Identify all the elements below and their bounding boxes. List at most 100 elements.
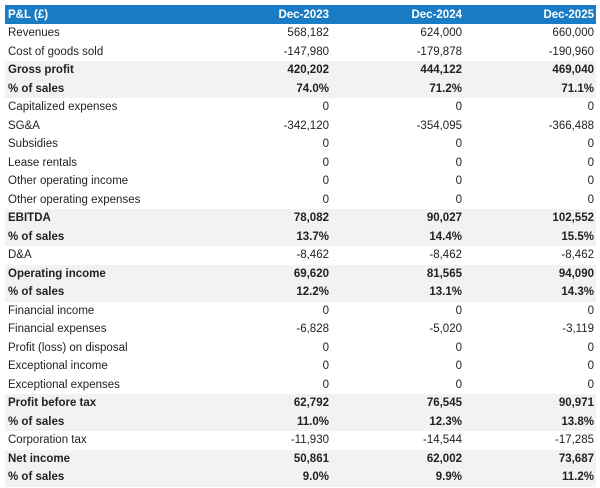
cell-value: 62,002: [426, 452, 462, 465]
cell-value: 660,000: [552, 27, 594, 40]
cell-value: 0: [455, 101, 462, 114]
table-row: Operating income 69,620 81,565 94,090: [5, 264, 596, 283]
cell-value: 469,040: [552, 64, 594, 77]
cell-value: 568,182: [287, 27, 329, 40]
cell-value: 0: [322, 304, 329, 317]
cell-value: -14,544: [422, 434, 462, 447]
cell-value: 0: [322, 378, 329, 391]
cell-value: 0: [322, 156, 329, 169]
cell-value: 0: [587, 138, 594, 151]
cell-value: 0: [322, 101, 329, 114]
table-row: Exceptional expenses 0 0 0: [5, 376, 596, 395]
cell-value: 13.7%: [296, 230, 329, 243]
cell-value: 69,620: [293, 267, 329, 280]
row-label: Operating income: [8, 267, 106, 280]
table-row: % of sales 13.7% 14.4% 15.5%: [5, 227, 596, 246]
cell-value: 0: [587, 175, 594, 188]
table-row: Financial income 0 0 0: [5, 302, 596, 321]
table-row: EBITDA 78,082 90,027 102,552: [5, 209, 596, 228]
cell-value: 9.9%: [435, 471, 462, 484]
cell-value: 9.0%: [302, 471, 329, 484]
table-row: Net income 50,861 62,002 73,687: [5, 449, 596, 468]
row-label: Capitalized expenses: [8, 101, 118, 114]
row-label: Profit (loss) on disposal: [8, 341, 128, 354]
cell-value: -17,285: [554, 434, 594, 447]
cell-value: 12.3%: [429, 415, 462, 428]
row-label: % of sales: [8, 82, 65, 95]
cell-value: -147,980: [283, 45, 329, 58]
cell-value: 0: [322, 175, 329, 188]
cell-value: 0: [455, 193, 462, 206]
cell-value: 0: [455, 175, 462, 188]
table-row: Profit before tax 62,792 76,545 90,971: [5, 394, 596, 413]
cell-value: 0: [587, 193, 594, 206]
cell-value: 0: [587, 360, 594, 373]
cell-value: 14.4%: [429, 230, 462, 243]
cell-value: 90,971: [558, 397, 594, 410]
cell-value: 0: [322, 138, 329, 151]
cell-value: -8,462: [429, 249, 462, 262]
row-label: Other operating expenses: [8, 193, 141, 206]
cell-value: -354,095: [416, 119, 462, 132]
table-title: P&L (£): [8, 8, 49, 21]
row-label: Profit before tax: [8, 397, 97, 410]
row-label: % of sales: [8, 415, 65, 428]
cell-value: 73,687: [558, 452, 594, 465]
table-row: Subsidies 0 0 0: [5, 135, 596, 154]
cell-value: 78,082: [293, 212, 329, 225]
row-label: Financial expenses: [8, 323, 107, 336]
cell-value: -3,119: [562, 323, 594, 336]
table-row: Cost of goods sold -147,980 -179,878 -190,9…: [5, 43, 596, 62]
table-row: Capitalized expenses 0 0 0: [5, 98, 596, 117]
cell-value: 0: [322, 360, 329, 373]
cell-value: 13.1%: [429, 286, 462, 299]
cell-value: 0: [322, 341, 329, 354]
row-label: Subsidies: [8, 138, 58, 151]
table-row: % of sales 74.0% 71.2% 71.1%: [5, 79, 596, 98]
cell-value: 50,861: [293, 452, 329, 465]
table-row: % of sales 12.2% 13.1% 14.3%: [5, 283, 596, 302]
row-label: Net income: [8, 452, 70, 465]
cell-value: -8,462: [561, 249, 594, 262]
cell-value: 0: [322, 193, 329, 206]
cell-value: 0: [587, 378, 594, 391]
cell-value: 444,122: [420, 64, 462, 77]
cell-value: 624,000: [420, 27, 462, 40]
cell-value: -8,462: [296, 249, 329, 262]
table-row: Financial expenses -6,828 -5,020 -3,119: [5, 320, 596, 339]
row-label: % of sales: [8, 471, 65, 484]
table-header-row: P&L (£) Dec-2023 Dec-2024 Dec-2025: [5, 5, 596, 24]
cell-value: -11,930: [290, 434, 329, 447]
cell-value: 81,565: [426, 267, 462, 280]
row-label: % of sales: [8, 286, 65, 299]
row-label: % of sales: [8, 230, 65, 243]
row-label: Cost of goods sold: [8, 45, 104, 58]
row-label: Lease rentals: [8, 156, 78, 169]
cell-value: -6,828: [296, 323, 329, 336]
cell-value: 0: [455, 360, 462, 373]
table-row: % of sales 9.0% 9.9% 11.2%: [5, 468, 596, 487]
table-row: Lease rentals 0 0 0: [5, 154, 596, 173]
cell-value: 94,090: [558, 267, 594, 280]
cell-value: 71.1%: [561, 82, 594, 95]
table-row: Other operating income 0 0 0: [5, 172, 596, 191]
column-header-dec-2025: Dec-2025: [543, 8, 594, 21]
cell-value: 12.2%: [296, 286, 329, 299]
row-label: Exceptional income: [8, 360, 108, 373]
row-label: SG&A: [8, 119, 40, 132]
row-label: Other operating income: [8, 175, 129, 188]
cell-value: 15.5%: [561, 230, 594, 243]
row-label: Corporation tax: [8, 434, 87, 447]
cell-value: 0: [455, 378, 462, 391]
cell-value: -179,878: [416, 45, 462, 58]
cell-value: 74.0%: [296, 82, 329, 95]
table-row: Revenues 568,182 624,000 660,000: [5, 24, 596, 43]
table-row: SG&A -342,120 -354,095 -366,488: [5, 117, 596, 136]
cell-value: 0: [587, 101, 594, 114]
table-row: Corporation tax -11,930 -14,544 -17,285: [5, 431, 596, 450]
table-row: Exceptional income 0 0 0: [5, 357, 596, 376]
cell-value: 14.3%: [561, 286, 594, 299]
table-row: D&A -8,462 -8,462 -8,462: [5, 246, 596, 265]
cell-value: 0: [587, 156, 594, 169]
cell-value: -366,488: [548, 119, 594, 132]
